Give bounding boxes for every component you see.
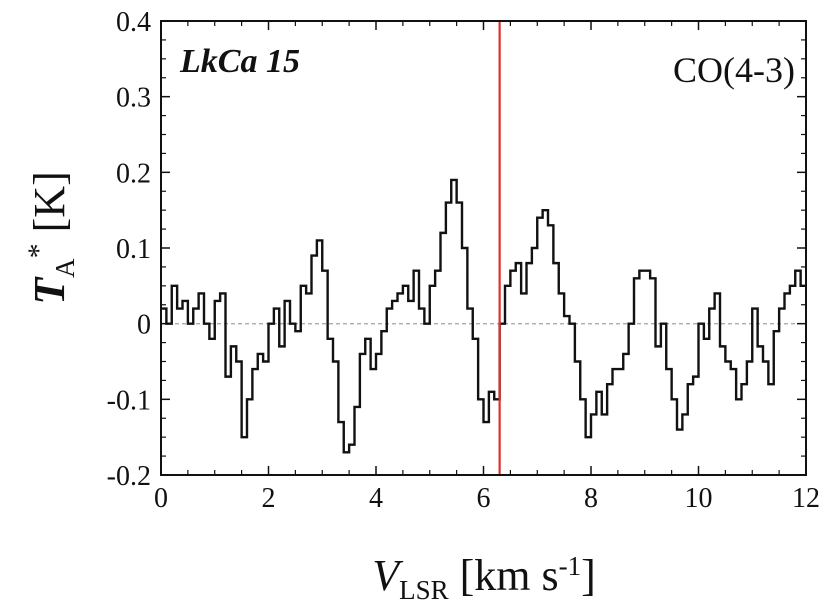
x-axis-label: VLSR [km s-1] [372,551,596,605]
y-axis-tick-labels: -0.2 -0.1 0 0.1 0.2 0.3 0.4 [107,7,151,492]
transition-annotation: CO(4-3) [673,50,795,90]
x-axis-tick-labels: 0 2 4 6 8 10 12 [154,483,820,514]
x-tick-label: 2 [262,483,276,514]
x-tick-label: 10 [685,483,713,514]
y-tick-label: -0.2 [107,461,151,492]
source-annotation: LkCa 15 [179,43,300,80]
y-tick-label: 0 [137,310,151,341]
x-axis-label-sub: LSR [399,575,449,605]
spectrum-series-line [161,178,806,454]
y-tick-label: 0.2 [116,158,151,189]
y-tick-label: -0.1 [107,385,151,416]
y-tick-label: 0.4 [116,7,151,38]
y-tick-label: 0.3 [116,83,151,114]
axis-ticks [160,20,807,476]
y-axis-label-sup: * [22,243,55,258]
x-axis-label-unit-post: ] [581,551,596,600]
x-tick-label: 8 [584,483,598,514]
x-axis-label-main: V [372,551,404,600]
y-axis-label: TA* [K] [22,171,80,304]
y-tick-label: 0.1 [116,234,151,265]
x-tick-label: 12 [792,483,820,514]
y-axis-label-sub: A [50,258,80,278]
x-axis-label-unit-pre: [km s [449,551,559,600]
x-tick-label: 6 [477,483,491,514]
x-tick-label: 4 [369,483,383,514]
x-tick-label: 0 [154,483,168,514]
y-axis-label-unit: [K] [25,171,74,243]
x-axis-label-sup: -1 [559,551,582,581]
y-axis-label-main: T [25,276,74,305]
